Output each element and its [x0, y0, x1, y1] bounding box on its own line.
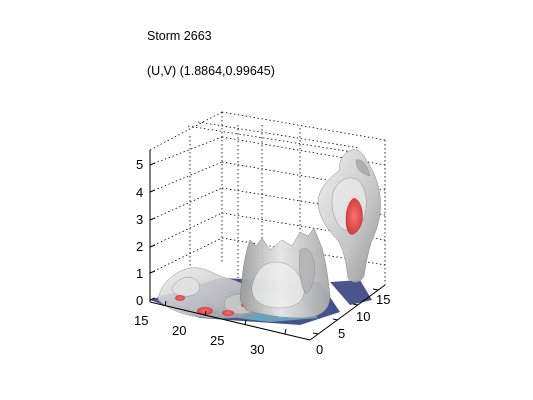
core-right: [345, 197, 363, 235]
y-tick-label: 15: [376, 292, 390, 307]
core-low: [175, 295, 249, 316]
y-tick-label: 5: [338, 326, 345, 341]
z-tick-labels: 0 1 2 3 4 5: [136, 157, 143, 308]
x-tick-label: 25: [210, 333, 224, 348]
x-tick-label: 15: [134, 313, 148, 328]
x-tick-label: 20: [172, 323, 186, 338]
x-tick-label: 30: [250, 342, 264, 357]
figure-title: Storm 2663: [147, 29, 212, 43]
y-tick-label: 10: [356, 309, 370, 324]
z-tick-label: 2: [136, 239, 143, 254]
z-tick-label: 1: [136, 266, 143, 281]
isosurface-middle: [239, 227, 331, 319]
z-tick-label: 0: [136, 293, 143, 308]
y-tick-labels: 0 5 10 15: [316, 292, 390, 357]
z-tick-label: 4: [136, 185, 143, 200]
axis-lines: [149, 150, 386, 341]
z-tick-label: 5: [136, 157, 143, 172]
x-tick-labels: 15 20 25 30: [134, 313, 264, 357]
axis-box: [149, 111, 386, 285]
y-tick-label: 0: [316, 342, 323, 357]
z-tick-label: 3: [136, 212, 143, 227]
figure-subtitle: (U,V) (1.8864,0.99645): [147, 64, 275, 78]
